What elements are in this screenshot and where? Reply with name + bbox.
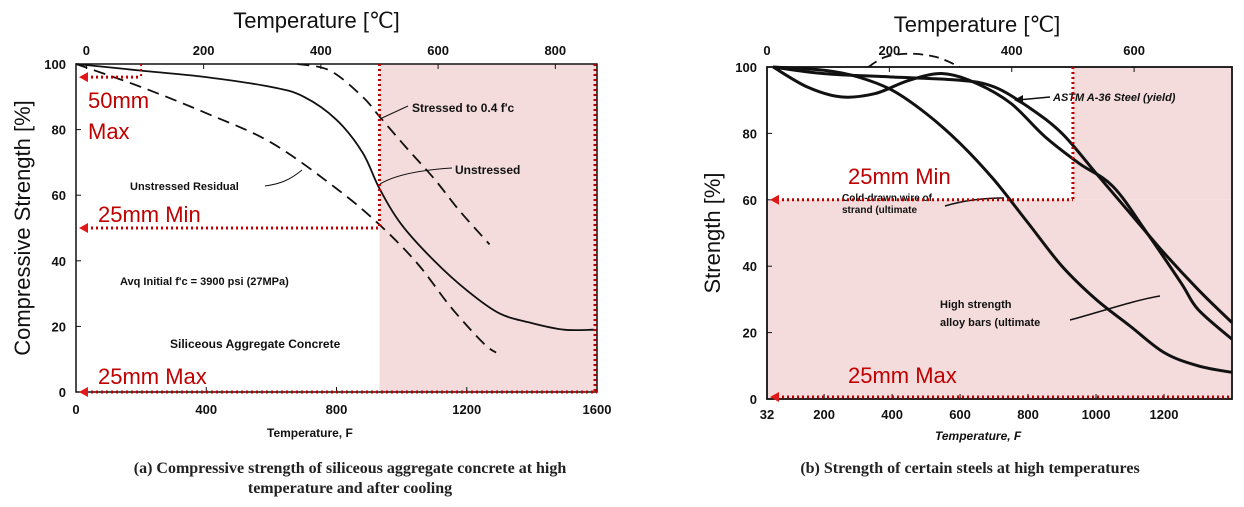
a-note-stressed: Stressed to 0.4 f'c	[412, 101, 515, 115]
b-x-tick-label: 1200	[1150, 407, 1179, 422]
a-top-tick-label: 400	[310, 43, 332, 58]
a-arrowhead-25mm-min	[79, 223, 88, 233]
a-x-tick-label: 800	[326, 402, 348, 417]
a-y-tick-label: 100	[44, 57, 66, 72]
b-note-astm: ASTM A-36 Steel (yield)	[1052, 92, 1176, 104]
a-x-tick-label: 1200	[452, 402, 481, 417]
b-y-tick-label: 20	[743, 326, 757, 341]
b-x-tick-label: 400	[881, 407, 903, 422]
b-top-tick-label: 600	[1123, 43, 1145, 58]
caption-b-line1: (b) Strength of certain steels at high t…	[800, 460, 1140, 477]
b-shaded-lower	[767, 199, 1232, 399]
b-pointer-high	[1069, 295, 1161, 321]
b-y-tick-label: 100	[735, 60, 757, 75]
a-series-line	[75, 63, 594, 332]
b-x-axis-title: Temperature, F	[935, 429, 1022, 443]
b-series-line	[772, 65, 1234, 324]
a-pointer-residual	[264, 169, 303, 187]
a-arrowhead-50mm	[79, 72, 88, 83]
caption-a-line1: (a) Compressive strength of siliceous ag…	[133, 460, 567, 477]
b-x-tick-label: 32	[760, 407, 774, 422]
a-y-tick-label: 0	[59, 385, 66, 400]
a-label-25mm-max: 25mm Max	[98, 364, 207, 389]
a-series-line	[75, 63, 497, 354]
a-note-initial: Avq Initial f'c = 3900 psi (27MPa)	[120, 276, 289, 288]
b-arrowhead-25mm-max	[770, 392, 779, 402]
b-series-line	[772, 65, 1233, 374]
a-label-50mm: 50mm	[88, 88, 149, 113]
a-x-tick-label: 0	[72, 402, 79, 417]
b-arrowhead-25mm-min	[770, 194, 779, 205]
b-note-high-line2: alloy bars (ultimate	[940, 317, 1040, 329]
b-top-tick-label: 400	[1001, 43, 1023, 58]
a-top-tick-label: 600	[427, 43, 449, 58]
a-y-axis-title: Compressive Strength [%]	[10, 100, 35, 356]
b-top-tick-label: 200	[879, 43, 901, 58]
b-y-tick-label: 60	[743, 193, 757, 208]
b-y-tick-label: 80	[743, 126, 757, 141]
b-y-tick-label: 40	[743, 259, 757, 274]
b-pointer-astm	[1017, 96, 1051, 101]
a-y-tick-label: 60	[52, 188, 66, 203]
b-x-tick-label: 600	[949, 407, 971, 422]
a-y-tick-label: 20	[52, 319, 66, 334]
a-x-axis-title: Temperature, F	[267, 426, 353, 440]
caption-a: (a) Compressive strength of siliceous ag…	[40, 459, 660, 499]
a-arrowhead-25mm-max	[79, 387, 88, 397]
b-series-line	[772, 65, 1233, 341]
caption-b: (b) Strength of certain steels at high t…	[690, 459, 1244, 479]
b-x-tick-label: 1000	[1082, 407, 1111, 422]
b-label-25mm-min: 25mm Min	[848, 164, 951, 189]
a-note-aggregate: Siliceous Aggregate Concrete	[170, 337, 341, 351]
a-label-25mm-min: 25mm Min	[98, 202, 201, 227]
b-y-tick-label: 0	[750, 392, 757, 407]
a-top-tick-label: 800	[544, 43, 566, 58]
a-top-tick-label: 200	[193, 43, 215, 58]
a-y-tick-label: 80	[52, 123, 66, 138]
a-top-axis-title: Temperature [℃]	[233, 8, 400, 33]
a-note-unstressed: Unstressed	[455, 163, 520, 177]
a-x-tick-label: 1600	[583, 402, 612, 417]
caption-a-line2: temperature and after cooling	[247, 480, 453, 497]
b-x-tick-label: 800	[1017, 407, 1039, 422]
b-plot-frame	[766, 66, 1233, 400]
a-series-line	[297, 63, 491, 245]
b-top-axis-title: Temperature [℃]	[894, 12, 1061, 37]
b-note-cold-line2: strand (ultimate	[842, 205, 917, 216]
a-y-tick-label: 40	[52, 254, 66, 269]
b-label-25mm-max: 25mm Max	[848, 363, 957, 388]
a-label-max: Max	[88, 119, 130, 144]
b-pointer-cold	[944, 197, 1005, 207]
b-note-high-line1: High strength	[940, 299, 1012, 311]
b-shaded-right	[1072, 67, 1232, 200]
a-top-tick-label: 0	[83, 43, 90, 58]
b-pointer-astm-head	[1014, 95, 1023, 105]
a-pointer-unstressed	[379, 167, 453, 185]
a-pointer-stressed	[381, 105, 409, 119]
a-shaded-region	[379, 64, 597, 392]
a-note-residual: Unstressed Residual	[130, 181, 239, 193]
a-x-tick-label: 400	[195, 402, 217, 417]
b-top-tick-label: 0	[763, 43, 770, 58]
b-y-axis-title: Strength [%]	[700, 172, 725, 293]
b-x-tick-label: 200	[813, 407, 835, 422]
